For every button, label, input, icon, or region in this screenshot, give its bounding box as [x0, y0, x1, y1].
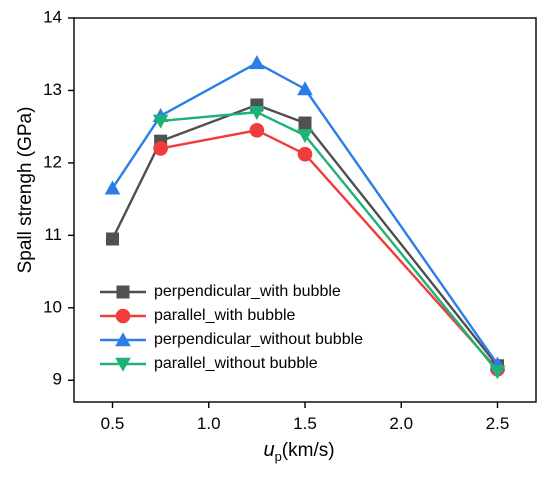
y-axis-title: Spall strengh (GPa): [15, 107, 36, 274]
legend-marker: [115, 332, 131, 347]
y-tick-label: 10: [43, 297, 62, 316]
series-3: [152, 105, 506, 380]
legend-item-0: perpendicular_with bubble: [100, 283, 341, 300]
data-point: [297, 146, 313, 162]
plot-area: 0.5 1.0 1.5 2.0 2.5 9 10 11 12 13 14: [43, 7, 537, 433]
x-tick-label: 0.5: [101, 414, 125, 433]
legend-item-2: perpendicular_without bubble: [100, 331, 363, 348]
legend-marker: [115, 308, 131, 324]
data-point: [249, 105, 265, 120]
series-layer: [104, 55, 506, 380]
data-point: [153, 141, 168, 156]
x-tick-label: 1.0: [197, 414, 221, 433]
legend-marker: [115, 357, 131, 372]
x-axis-title-subscript: p: [275, 449, 282, 464]
x-tick-label: 2.0: [389, 414, 413, 433]
x-tick-label: 2.5: [486, 414, 510, 433]
legend: perpendicular_with bubble parallel_with b…: [100, 283, 363, 372]
y-tick-label: 12: [43, 152, 62, 171]
y-tick-label: 11: [44, 225, 62, 244]
x-axis-title-unit: (km/s): [282, 440, 335, 461]
x-axis-title-symbol: u: [263, 439, 274, 461]
legend-label: parallel_with bubble: [154, 307, 296, 324]
legend-item-3: parallel_without bubble: [100, 355, 318, 372]
data-point: [489, 365, 506, 380]
data-point: [297, 129, 313, 144]
data-point: [152, 114, 169, 129]
data-point: [104, 180, 121, 195]
data-point: [249, 123, 265, 138]
legend-label: perpendicular_with bubble: [154, 283, 341, 300]
data-point: [297, 81, 313, 96]
legend-item-1: parallel_with bubble: [100, 307, 296, 324]
series-line: [160, 129, 499, 371]
y-tick-label: 9: [53, 370, 62, 389]
legend-label: perpendicular_without bubble: [154, 331, 363, 348]
data-point: [106, 232, 119, 246]
series-line: [160, 110, 499, 373]
series-line: [111, 103, 499, 367]
y-tick-label: 14: [43, 7, 62, 26]
legend-label: parallel_without bubble: [154, 355, 318, 372]
data-point: [298, 116, 312, 130]
y-tick-label: 13: [43, 80, 62, 99]
legend-marker: [116, 285, 130, 299]
x-axis-title: up(km/s): [263, 439, 334, 464]
x-tick-label: 1.5: [293, 414, 317, 433]
data-point: [249, 55, 265, 70]
